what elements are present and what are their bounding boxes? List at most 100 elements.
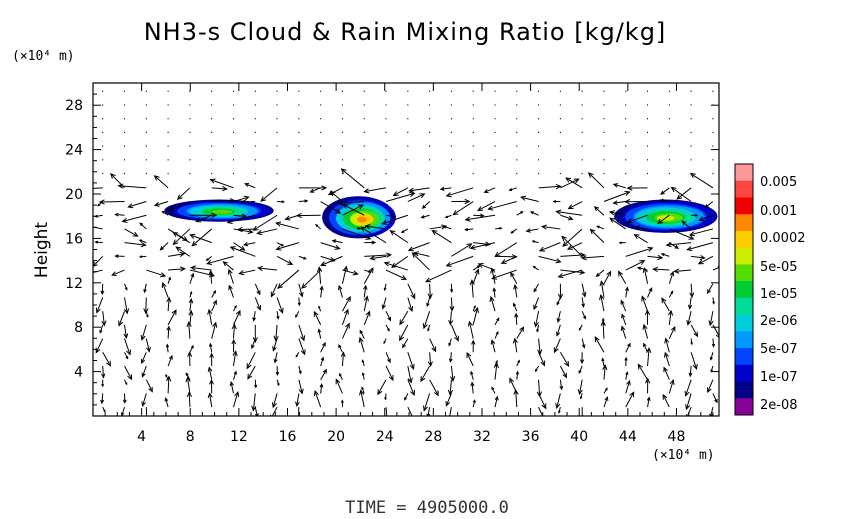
wind-vector	[538, 406, 546, 416]
wind-vector	[663, 366, 670, 380]
wind-vector	[668, 290, 674, 298]
wind-vector	[277, 200, 286, 204]
wind-vector	[143, 283, 147, 294]
wind-vector	[472, 268, 480, 284]
wind-vector	[601, 357, 605, 367]
y-axis-label: Height	[32, 222, 52, 279]
wind-vector	[668, 325, 676, 339]
wind-vector	[327, 187, 343, 196]
wind-vector	[275, 242, 300, 251]
wind-vector	[427, 283, 433, 300]
wind-vector	[188, 298, 194, 312]
wind-vector	[515, 370, 520, 380]
wind-vector	[211, 299, 217, 312]
wind-vector	[320, 255, 343, 267]
y-tick-label: 16	[65, 231, 83, 247]
wind-vector	[581, 338, 586, 349]
x-tick-label: 8	[186, 429, 195, 445]
wind-vector	[500, 255, 517, 264]
wind-vector	[138, 255, 147, 259]
wind-vector	[124, 228, 139, 237]
wind-vector	[167, 354, 173, 367]
wind-vector	[251, 393, 257, 412]
wind-vector	[689, 173, 714, 189]
wind-vector	[624, 356, 628, 367]
wind-vector	[256, 228, 278, 236]
wind-vector	[429, 224, 448, 230]
wind-vector	[167, 309, 177, 326]
wind-vector	[188, 309, 194, 325]
wind-vector	[664, 351, 670, 367]
wind-vector	[689, 283, 695, 299]
wind-vector	[531, 240, 539, 244]
wind-vector	[439, 186, 452, 191]
wind-vector	[445, 393, 452, 407]
wind-vector	[595, 269, 605, 277]
wind-vector	[685, 393, 692, 411]
wind-vector	[359, 389, 365, 408]
y-tick-label: 12	[65, 276, 83, 292]
wind-vector	[340, 168, 365, 189]
wind-vector	[642, 323, 649, 339]
wind-vector	[642, 266, 649, 284]
wind-vector	[407, 193, 426, 202]
wind-vector	[231, 338, 236, 353]
wind-vector	[168, 251, 186, 257]
wind-vector	[599, 280, 605, 298]
colorbar-swatch	[735, 247, 753, 265]
wind-vector	[232, 350, 238, 367]
wind-vector	[320, 201, 342, 214]
wind-vector	[624, 286, 629, 298]
wind-vector	[626, 214, 648, 224]
wind-vector	[612, 183, 626, 189]
wind-vector	[567, 201, 583, 210]
wind-vector	[359, 329, 365, 339]
wind-vector	[669, 242, 680, 249]
wind-vector	[621, 313, 627, 326]
wind-vector	[600, 320, 606, 339]
wind-vector	[118, 311, 125, 327]
wind-vector	[189, 272, 195, 284]
wind-vector	[660, 187, 670, 195]
wind-vector	[552, 200, 561, 203]
colorbar-swatch	[735, 264, 753, 282]
wind-vector	[206, 255, 234, 266]
wind-vector	[555, 324, 561, 337]
wind-vector	[143, 297, 149, 315]
wind-vector	[669, 228, 695, 240]
wind-vector	[209, 379, 214, 394]
wind-vector	[593, 206, 605, 216]
wind-vector	[691, 213, 699, 217]
wind-vector	[407, 297, 414, 313]
wind-vector	[555, 209, 583, 216]
wind-vector	[516, 326, 525, 339]
wind-vector	[296, 212, 321, 219]
wind-vector	[123, 324, 129, 339]
wind-vector	[145, 338, 151, 353]
y-tick-label: 24	[65, 143, 83, 159]
wind-vector	[559, 365, 567, 379]
wind-vector	[633, 234, 648, 244]
wind-vector	[124, 365, 133, 381]
wind-vector	[120, 406, 125, 416]
wind-vector	[686, 311, 692, 326]
wind-vector	[381, 214, 408, 225]
wind-vector	[427, 324, 431, 332]
x-tick-label: 48	[668, 429, 686, 445]
wind-vector	[254, 283, 261, 296]
wind-vector	[556, 311, 561, 324]
wind-vector	[469, 242, 496, 250]
wind-vector	[494, 359, 498, 367]
colorbar-swatch	[735, 230, 753, 249]
wind-vector	[429, 338, 437, 353]
colorbar-label: 5e-05	[760, 260, 798, 275]
wind-vector	[167, 228, 189, 242]
wind-vector	[295, 393, 300, 408]
y-tick-label: 4	[74, 365, 83, 381]
wind-vector	[295, 310, 300, 319]
wind-vector	[407, 379, 415, 396]
wind-vector	[581, 283, 587, 298]
wind-vector	[166, 375, 172, 394]
wind-vector	[470, 370, 474, 380]
wind-vector	[146, 269, 167, 278]
